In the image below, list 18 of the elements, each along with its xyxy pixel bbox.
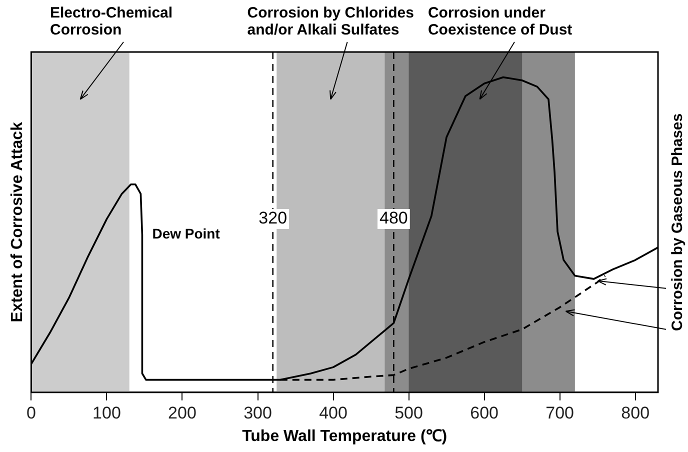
band-label: Corrosion under Coexistence of Dust <box>428 4 572 39</box>
x-tick-label: 300 <box>244 403 272 422</box>
band-label: Corrosion by Chlorides and/or Alkali Sulfates <box>247 4 414 39</box>
x-tick-label: 100 <box>92 403 121 422</box>
x-tick-label: 500 <box>394 403 423 422</box>
x-tick-label: 400 <box>319 403 348 422</box>
band-label: Electro-Chemical Corrosion <box>50 4 173 39</box>
ref-line-label: 320 <box>258 208 288 228</box>
x-tick-label: 0 <box>26 403 36 422</box>
y-axis-title: Extent of Corrosive Attack <box>9 122 26 322</box>
text: Corrosion by Gaseous Phases <box>669 113 686 331</box>
ref-line-label: 480 <box>380 208 408 228</box>
annotation: Dew Point <box>152 226 220 242</box>
x-tick-label: 800 <box>621 403 650 422</box>
x-axis-title: Tube Wall Temperature (℃) <box>242 428 448 445</box>
x-tick-label: 700 <box>546 403 574 422</box>
x-tick-label: 200 <box>168 403 196 422</box>
x-tick-label: 600 <box>470 403 498 422</box>
